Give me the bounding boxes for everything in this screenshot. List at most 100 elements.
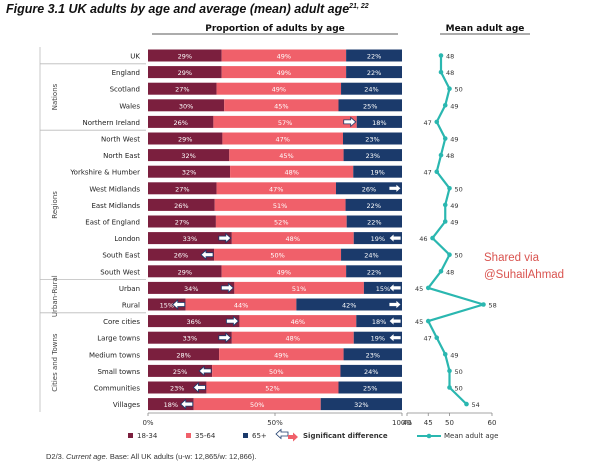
bar-value-label: 49% [274,351,288,359]
bar-value-label: 47% [275,136,289,144]
bar-segment [148,364,213,377]
watermark: Shared via @SuhailAhmad [484,250,564,284]
bar-value-label: 26% [174,202,188,210]
group-label: Nations [51,83,59,110]
bar-segment [148,182,217,195]
mean-age-label: 50 [455,368,463,376]
bar-segment [214,248,342,261]
bar-segment [148,66,222,79]
bar-value-label: 27% [175,86,189,94]
bar-segment [340,364,402,377]
bar-value-label: 22% [367,268,381,276]
bar-segment [231,232,354,245]
mean-age-label: 49 [450,102,458,110]
legend-mean-point [426,433,432,439]
mean-age-label: 48 [446,152,454,160]
bar-value-label: 27% [175,219,189,227]
mean-age-point [442,136,448,141]
mean-age-label: 50 [455,252,463,260]
bar-value-label: 24% [364,86,378,94]
significance-arrow-down [388,232,402,244]
bar-segment [214,198,346,211]
figure-title-text: Figure 3.1 UK adults by age and average … [6,2,350,16]
mean-age-point [438,152,444,158]
category-label: Urban [119,285,140,293]
bar-segment [221,66,347,79]
group-label: Urban-Rural [51,275,59,317]
mean-age-point [425,285,431,291]
bar-value-label: 33% [183,335,197,343]
mean-age-label: 45 [415,285,423,293]
category-label: Small towns [97,368,140,376]
bar-value-label: 29% [178,268,192,276]
bar-segment [148,132,223,145]
significance-arrow-down [172,299,186,310]
category-label: Wales [119,102,140,110]
significance-arrow-down [180,398,194,410]
bar-segment [341,82,402,95]
group-label: Regions [51,191,59,219]
footnote-rest: Base: All UK adults (u-w: 12,865/w: 12,8… [107,452,257,461]
bar-value-label: 18% [372,119,386,127]
legend-label: 65+ [252,432,267,440]
significance-arrow-up [226,315,240,327]
category-label: Large towns [97,335,140,343]
bar-segment [216,82,342,95]
category-label: UK [130,53,140,61]
bar-value-label: 33% [183,235,197,243]
significance-arrow-down [198,365,212,377]
bar-segment [148,149,230,162]
mean-age-label: 48 [446,53,454,61]
legend-label: 35-64 [195,432,216,440]
bar-segment [346,215,402,228]
bar-x-tick-label: 0% [142,419,153,427]
mean-age-label: 58 [489,302,497,310]
bar-segment [148,232,232,245]
significance-arrow-down [200,249,214,261]
bar-segment [206,381,339,394]
mean-age-point [447,86,452,91]
category-label: Communities [94,385,141,393]
legend-label: 18-34 [137,432,158,440]
mean-age-point [438,53,444,58]
bar-segment [343,348,402,361]
mean-age-point [430,235,435,241]
bar-value-label: 51% [292,285,306,293]
bar-value-label: 22% [367,202,381,210]
bar-segment [148,198,215,211]
bar-value-label: 23% [170,385,184,393]
mean-age-label: 49 [450,351,458,359]
bar-segment [224,99,339,112]
bar-value-label: 48% [284,169,298,177]
bar-value-label: 49% [272,86,286,94]
category-label: Medium towns [89,351,140,359]
category-label: East Midlands [91,202,140,210]
bar-segment [148,248,215,261]
category-label: South West [100,268,140,276]
category-label: Rural [122,302,140,310]
figure-title-footnote-ref: 21, 22 [349,2,369,10]
bar-segment [345,198,402,211]
mean-age-label: 47 [423,169,431,177]
significance-arrow-up [388,299,402,310]
bar-segment [148,381,207,394]
bar-segment [296,298,402,311]
significance-arrow-down [388,332,402,344]
bar-value-label: 34% [184,285,198,293]
bar-value-label: 28% [176,351,190,359]
mean-age-point [442,103,448,108]
mean-age-point [434,335,440,341]
bar-value-label: 23% [366,351,380,359]
mean-age-point [425,318,431,324]
bar-value-label: 19% [371,335,385,343]
mean-age-label: 50 [455,86,463,94]
significance-arrow-up [218,232,232,244]
mean-age-label: 46 [419,235,427,243]
mean-x-tick-label: 60 [488,419,497,427]
legend-arrow-right [288,432,298,442]
mean-age-point [442,352,448,357]
mean-age-point [442,219,448,224]
mean-age-label: 50 [455,385,463,393]
mean-age-label: 49 [450,202,458,210]
